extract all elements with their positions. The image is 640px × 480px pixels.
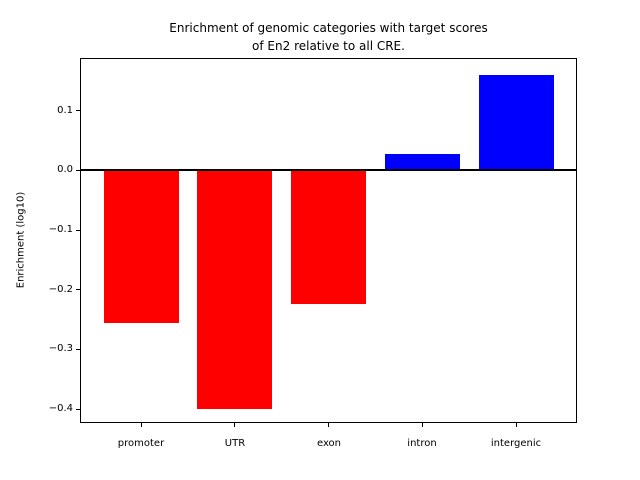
bar-intergenic (479, 75, 554, 170)
x-tick-mark (141, 423, 142, 427)
y-tick-label: −0.3 (48, 343, 73, 354)
x-tick-label-promoter: promoter (117, 438, 165, 449)
x-tick-label-UTR: UTR (224, 438, 246, 449)
y-tick-mark (76, 170, 80, 171)
y-tick-label: −0.4 (48, 403, 73, 414)
y-tick-mark (76, 409, 80, 410)
plot-area (80, 58, 577, 423)
y-tick-mark (76, 230, 80, 231)
zero-line (81, 169, 576, 171)
x-tick-mark (516, 423, 517, 427)
x-tick-mark (328, 423, 329, 427)
bar-intron (385, 154, 460, 171)
y-tick-label: −0.2 (48, 284, 73, 295)
bar-UTR (197, 170, 272, 409)
y-tick-label: 0.0 (57, 164, 73, 175)
x-tick-label-intron: intron (407, 438, 437, 449)
y-tick-label: 0.1 (57, 105, 73, 116)
bar-promoter (104, 170, 179, 323)
chart-title: Enrichment of genomic categories with ta… (169, 21, 488, 53)
y-tick-label: −0.1 (48, 224, 73, 235)
y-tick-mark (76, 349, 80, 350)
x-tick-label-exon: exon (316, 438, 342, 449)
y-tick-mark (76, 289, 80, 290)
x-tick-mark (422, 423, 423, 427)
bar-exon (291, 170, 366, 304)
x-tick-label-intergenic: intergenic (490, 438, 542, 449)
x-tick-mark (234, 423, 235, 427)
y-tick-mark (76, 110, 80, 111)
y-axis-label: Enrichment (log10) (15, 191, 27, 289)
